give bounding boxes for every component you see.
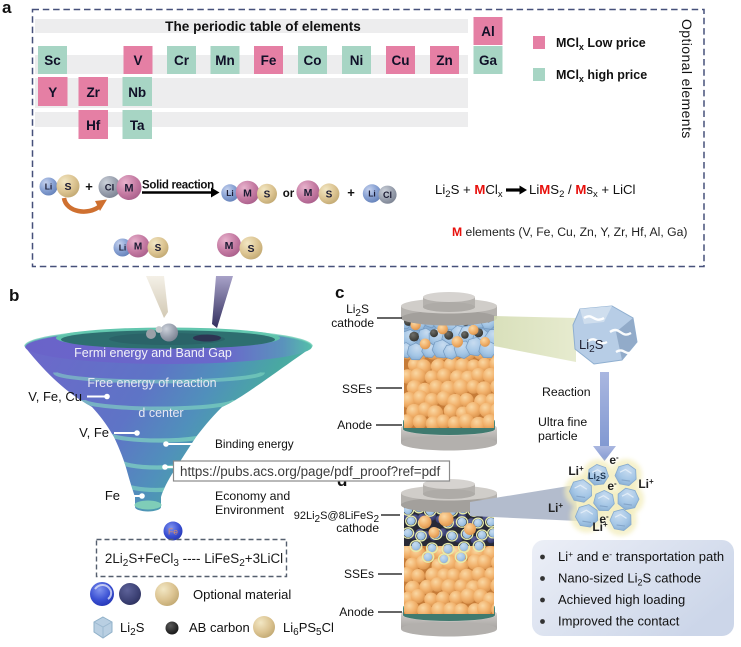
- svg-text:Li+ and e- transportation path: Li+ and e- transportation path: [558, 549, 724, 564]
- svg-text:Li2S: Li2S: [120, 620, 145, 638]
- svg-text:Hf: Hf: [86, 118, 101, 133]
- svg-text:Ultra fine: Ultra fine: [538, 415, 587, 429]
- svg-text:SSEs: SSEs: [344, 567, 374, 581]
- svg-text:V: V: [133, 53, 142, 68]
- svg-text:Y: Y: [48, 85, 57, 100]
- svg-text:Cl: Cl: [383, 190, 392, 200]
- svg-text:MClx Low price: MClx Low price: [556, 36, 646, 52]
- svg-text:cathode: cathode: [331, 316, 374, 330]
- svg-text:e-: e-: [609, 453, 619, 467]
- svg-text:LiMS2 / Msx + LiCl: LiMS2 / Msx + LiCl: [529, 182, 636, 200]
- svg-text:S: S: [264, 189, 271, 200]
- svg-text:Improved the contact: Improved the contact: [558, 614, 680, 629]
- svg-text:Ni: Ni: [350, 53, 364, 68]
- svg-text:Li2S: Li2S: [346, 302, 369, 319]
- svg-text:Solid reaction: Solid reaction: [142, 180, 214, 192]
- svg-text:Cu: Cu: [392, 53, 410, 68]
- svg-text:Reaction: Reaction: [542, 385, 591, 399]
- svg-text:Ta: Ta: [130, 118, 145, 133]
- svg-text:e-: e-: [599, 512, 609, 526]
- svg-text:particle: particle: [538, 429, 578, 443]
- svg-text:M elements (V, Fe, Cu, Zn, Y,: M elements (V, Fe, Cu, Zn, Y, Zr, Hf, Al…: [452, 225, 687, 239]
- svg-text:Economy and: Economy and: [215, 489, 290, 503]
- svg-text:cathode: cathode: [336, 521, 379, 535]
- svg-text:Sc: Sc: [44, 53, 61, 68]
- svg-text:Al: Al: [481, 24, 495, 39]
- svg-text:Optional elements: Optional elements: [679, 19, 695, 139]
- svg-text:Zr: Zr: [86, 85, 100, 100]
- svg-text:Ga: Ga: [479, 53, 498, 68]
- svg-text:Zn: Zn: [436, 53, 453, 68]
- svg-text:Li: Li: [226, 188, 234, 198]
- svg-text:Li: Li: [368, 189, 376, 199]
- svg-text:Li2S: Li2S: [579, 337, 604, 355]
- svg-text:M: M: [124, 182, 133, 194]
- svg-text:SSEs: SSEs: [342, 382, 372, 396]
- svg-text:Li+: Li+: [638, 477, 654, 491]
- svg-text:Fe: Fe: [105, 488, 120, 503]
- svg-text:V, Fe, Cu: V, Fe, Cu: [28, 389, 82, 404]
- svg-text:+: +: [85, 179, 93, 194]
- svg-text:Cl: Cl: [105, 182, 115, 193]
- svg-text:MClx high price: MClx high price: [556, 68, 647, 84]
- svg-text:Li: Li: [45, 182, 53, 192]
- svg-text:Mn: Mn: [215, 53, 235, 68]
- svg-text:Anode: Anode: [339, 605, 374, 619]
- svg-text:Nb: Nb: [128, 85, 146, 100]
- svg-text:Fe: Fe: [261, 53, 277, 68]
- svg-text:+: +: [347, 185, 355, 200]
- svg-text:Environment: Environment: [215, 503, 285, 517]
- svg-text:Li2S: Li2S: [588, 471, 606, 483]
- svg-text:Binding energy: Binding energy: [215, 437, 294, 451]
- svg-text:M: M: [134, 242, 142, 253]
- svg-text:V, Fe: V, Fe: [79, 425, 109, 440]
- svg-text:S: S: [155, 243, 162, 254]
- svg-text:Anode: Anode: [337, 418, 372, 432]
- svg-text:M: M: [243, 187, 252, 199]
- svg-text:Li+: Li+: [592, 520, 608, 534]
- svg-text:2Li2S+FeCl3 ---- LiFeS2+3LiCl: 2Li2S+FeCl3 ---- LiFeS2+3LiCl: [105, 551, 283, 569]
- svg-text:https://pubs.acs.org/page/pdf_: https://pubs.acs.org/page/pdf_proof?ref=…: [180, 464, 440, 479]
- svg-text:AB carbon: AB carbon: [189, 620, 250, 635]
- svg-text:c: c: [335, 283, 344, 302]
- svg-text:b: b: [9, 286, 19, 305]
- svg-text:The periodic table of elements: The periodic table of elements: [165, 19, 361, 34]
- svg-text:Fermi energy and Band Gap: Fermi energy and Band Gap: [74, 346, 232, 360]
- svg-text:or: or: [283, 188, 295, 200]
- svg-text:Li6PS5Cl: Li6PS5Cl: [283, 620, 334, 638]
- svg-text:Nano-sized Li2S cathode: Nano-sized Li2S cathode: [558, 571, 701, 588]
- svg-text:92Li2S@8LiFeS2: 92Li2S@8LiFeS2: [294, 510, 380, 525]
- svg-text:S: S: [247, 243, 254, 255]
- svg-text:Free energy of reaction: Free energy of reaction: [87, 376, 216, 390]
- svg-text:Co: Co: [304, 53, 322, 68]
- svg-text:Optional material: Optional material: [193, 587, 291, 602]
- svg-text:e-: e-: [607, 479, 617, 493]
- svg-text:S: S: [326, 189, 333, 200]
- svg-text:M: M: [304, 187, 313, 199]
- svg-text:a: a: [2, 0, 12, 17]
- svg-text:Cr: Cr: [174, 53, 190, 68]
- svg-text:Fe: Fe: [168, 527, 178, 537]
- svg-text:Achieved high loading: Achieved high loading: [558, 592, 685, 607]
- svg-text:d center: d center: [138, 406, 183, 420]
- svg-text:Li2S + MClx: Li2S + MClx: [435, 182, 503, 200]
- svg-text:S: S: [64, 181, 71, 193]
- svg-text:Li: Li: [119, 243, 127, 253]
- svg-text:M: M: [225, 240, 234, 252]
